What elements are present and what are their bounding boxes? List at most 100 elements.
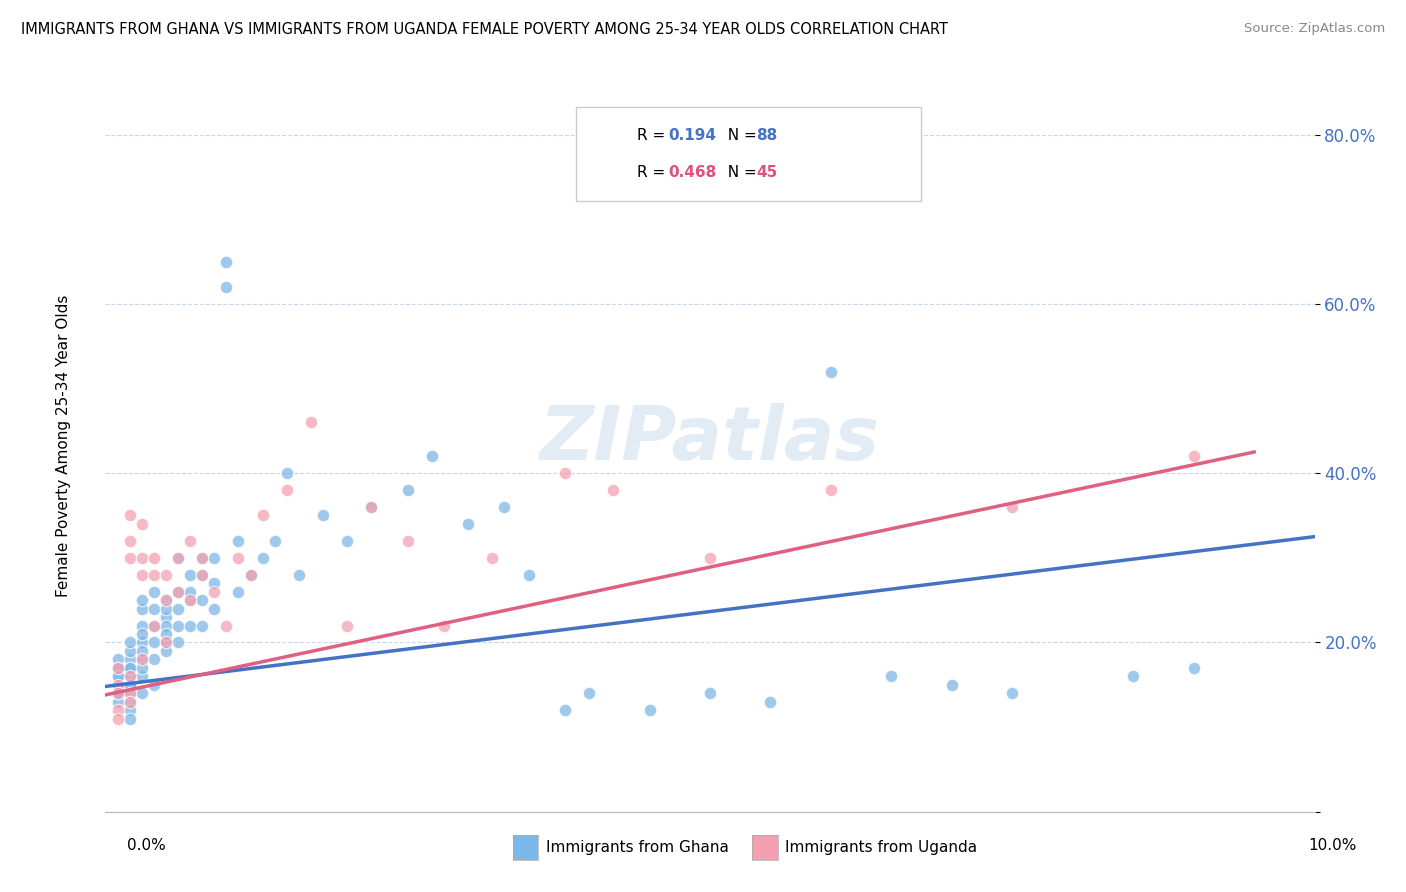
Point xyxy=(1182,449,1205,463)
Text: 45: 45 xyxy=(756,165,778,179)
Point xyxy=(131,635,153,649)
Point xyxy=(167,601,190,615)
Point xyxy=(699,550,721,565)
Point xyxy=(336,618,359,632)
Point xyxy=(820,365,842,379)
Point xyxy=(179,567,201,582)
Point xyxy=(215,618,238,632)
Point xyxy=(118,550,141,565)
Text: N =: N = xyxy=(718,165,762,179)
Point xyxy=(699,686,721,700)
Point xyxy=(252,508,274,523)
Point xyxy=(759,695,782,709)
Text: Immigrants from Ghana: Immigrants from Ghana xyxy=(546,840,728,855)
Point xyxy=(131,644,153,658)
Point xyxy=(118,533,141,548)
Point xyxy=(1182,661,1205,675)
Point xyxy=(239,567,262,582)
Point xyxy=(131,661,153,675)
Point xyxy=(179,593,201,607)
Point xyxy=(263,533,285,548)
Point xyxy=(142,550,165,565)
Point xyxy=(457,516,479,531)
Point xyxy=(118,678,141,692)
Point xyxy=(202,601,225,615)
Point xyxy=(131,601,153,615)
Point xyxy=(118,661,141,675)
Point xyxy=(228,584,250,599)
Point xyxy=(155,567,177,582)
Point xyxy=(118,669,141,683)
Text: IMMIGRANTS FROM GHANA VS IMMIGRANTS FROM UGANDA FEMALE POVERTY AMONG 25-34 YEAR : IMMIGRANTS FROM GHANA VS IMMIGRANTS FROM… xyxy=(21,22,948,37)
Point xyxy=(118,652,141,666)
Point xyxy=(118,669,141,683)
Point xyxy=(276,466,298,480)
Point xyxy=(276,483,298,497)
Point xyxy=(360,500,382,514)
Point xyxy=(167,618,190,632)
Point xyxy=(167,584,190,599)
Point xyxy=(131,627,153,641)
Point xyxy=(155,635,177,649)
Point xyxy=(288,567,311,582)
Point xyxy=(107,652,129,666)
Point xyxy=(155,610,177,624)
Point xyxy=(202,576,225,591)
Text: R =: R = xyxy=(637,165,671,179)
Point xyxy=(179,593,201,607)
Point xyxy=(941,678,963,692)
Text: 88: 88 xyxy=(756,128,778,143)
Point xyxy=(554,703,576,717)
Point xyxy=(191,593,214,607)
Point xyxy=(118,703,141,717)
Point xyxy=(118,686,141,700)
Text: 10.0%: 10.0% xyxy=(1309,838,1357,854)
Point xyxy=(155,635,177,649)
Point xyxy=(396,483,419,497)
Point xyxy=(155,618,177,632)
Point xyxy=(131,652,153,666)
Point xyxy=(517,567,540,582)
Point xyxy=(155,593,177,607)
Point xyxy=(1122,669,1144,683)
Point xyxy=(602,483,624,497)
Point xyxy=(299,416,322,430)
Point xyxy=(118,686,141,700)
Point xyxy=(131,567,153,582)
Point xyxy=(118,695,141,709)
Point xyxy=(179,533,201,548)
Text: N =: N = xyxy=(718,128,762,143)
Point xyxy=(312,508,335,523)
Point xyxy=(167,550,190,565)
Point xyxy=(155,644,177,658)
Point xyxy=(494,500,516,514)
Point xyxy=(107,661,129,675)
Point xyxy=(239,567,262,582)
Point xyxy=(107,703,129,717)
Point xyxy=(107,661,129,675)
Point xyxy=(107,678,129,692)
Text: Source: ZipAtlas.com: Source: ZipAtlas.com xyxy=(1244,22,1385,36)
Point xyxy=(131,686,153,700)
Point xyxy=(167,550,190,565)
Point xyxy=(131,593,153,607)
Point xyxy=(1001,500,1024,514)
Point xyxy=(142,618,165,632)
Text: 0.468: 0.468 xyxy=(668,165,716,179)
Point xyxy=(107,686,129,700)
Point xyxy=(396,533,419,548)
Point xyxy=(107,678,129,692)
Text: Female Poverty Among 25-34 Year Olds: Female Poverty Among 25-34 Year Olds xyxy=(56,295,70,597)
Point xyxy=(336,533,359,548)
Point xyxy=(107,695,129,709)
Text: ZIPatlas: ZIPatlas xyxy=(540,403,880,475)
Point xyxy=(118,712,141,726)
Point xyxy=(155,593,177,607)
Point xyxy=(820,483,842,497)
Point xyxy=(880,669,903,683)
Point xyxy=(202,550,225,565)
Point xyxy=(142,678,165,692)
Point xyxy=(228,550,250,565)
Point xyxy=(191,567,214,582)
Point xyxy=(131,669,153,683)
